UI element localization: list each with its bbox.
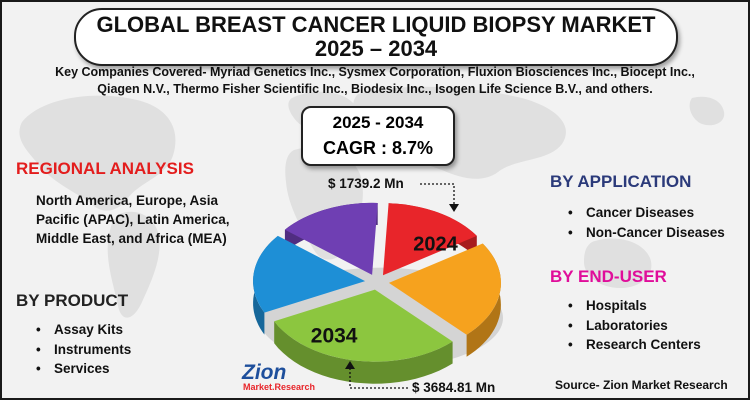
pie-slice-2 (388, 243, 501, 335)
pie-slice-4 (253, 235, 366, 313)
svg-text:Zion: Zion (241, 361, 286, 384)
list-item: Research Centers (568, 335, 701, 355)
list-item: Instruments (36, 340, 131, 360)
companies-line-2: Qiagen N.V., Thermo Fisher Scientific In… (97, 82, 653, 96)
title-banner: GLOBAL BREAST CANCER LIQUID BIOPSY MARKE… (74, 8, 678, 66)
by-application-heading: BY APPLICATION (550, 172, 692, 191)
regional-analysis-text: North America, Europe, Asia Pacific (APA… (36, 193, 230, 246)
cagr-value: CAGR : 8.7% (322, 138, 434, 158)
year-label-2034: 2034 (311, 325, 358, 348)
title-line-2: 2025 – 2034 (314, 36, 438, 61)
by-end-user-heading: BY END-USER (550, 267, 667, 286)
list-item: Laboratories (568, 316, 701, 336)
source-note: Source- Zion Market Research (555, 378, 728, 392)
list-item: Services (36, 359, 131, 379)
forecast-period: 2025 - 2034 (332, 113, 424, 132)
pie-slice-side-3 (274, 321, 453, 384)
value-leader-2024 (420, 183, 455, 206)
pie-slice-5 (284, 202, 378, 275)
value-arrow-2024 (449, 204, 459, 212)
cagr-box: 2025 - 2034 CAGR : 8.7% (301, 106, 455, 166)
value-label-2034: $ 3684.81 Mn (412, 380, 495, 395)
title-line-1: GLOBAL BREAST CANCER LIQUID BIOPSY MARKE… (96, 12, 656, 37)
value-label-2024: $ 1739.2 Mn (328, 176, 404, 191)
value-leader-2034 (349, 367, 408, 389)
zion-logo-graphic: Zion Market.Research (241, 361, 315, 392)
value-arrow-2034 (345, 361, 355, 369)
regional-analysis-heading: REGIONAL ANALYSIS (16, 159, 194, 178)
pie-slice-3 (274, 289, 453, 362)
list-item: Cancer Diseases (568, 203, 725, 223)
companies-line-1: Key Companies Covered- Myriad Genetics I… (55, 65, 695, 79)
year-label-2024: 2024 (413, 234, 458, 256)
end-user-list: Hospitals Laboratories Research Centers (568, 296, 701, 355)
list-item: Non-Cancer Diseases (568, 223, 725, 243)
by-product-heading: BY PRODUCT (16, 291, 129, 310)
list-item: Assay Kits (36, 320, 131, 340)
zion-logo: Zion Market.Research (240, 358, 324, 394)
application-list: Cancer Diseases Non-Cancer Diseases (568, 203, 725, 242)
product-list: Assay Kits Instruments Services (36, 320, 131, 379)
pie-slice-1 (382, 203, 477, 276)
key-companies: Key Companies Covered- Myriad Genetics I… (2, 64, 748, 98)
list-item: Hospitals (568, 296, 701, 316)
svg-text:Market.Research: Market.Research (243, 382, 315, 392)
pie-chart: 2024 2034 $ 1739.2 Mn $ 3684.81 Mn (253, 176, 503, 395)
